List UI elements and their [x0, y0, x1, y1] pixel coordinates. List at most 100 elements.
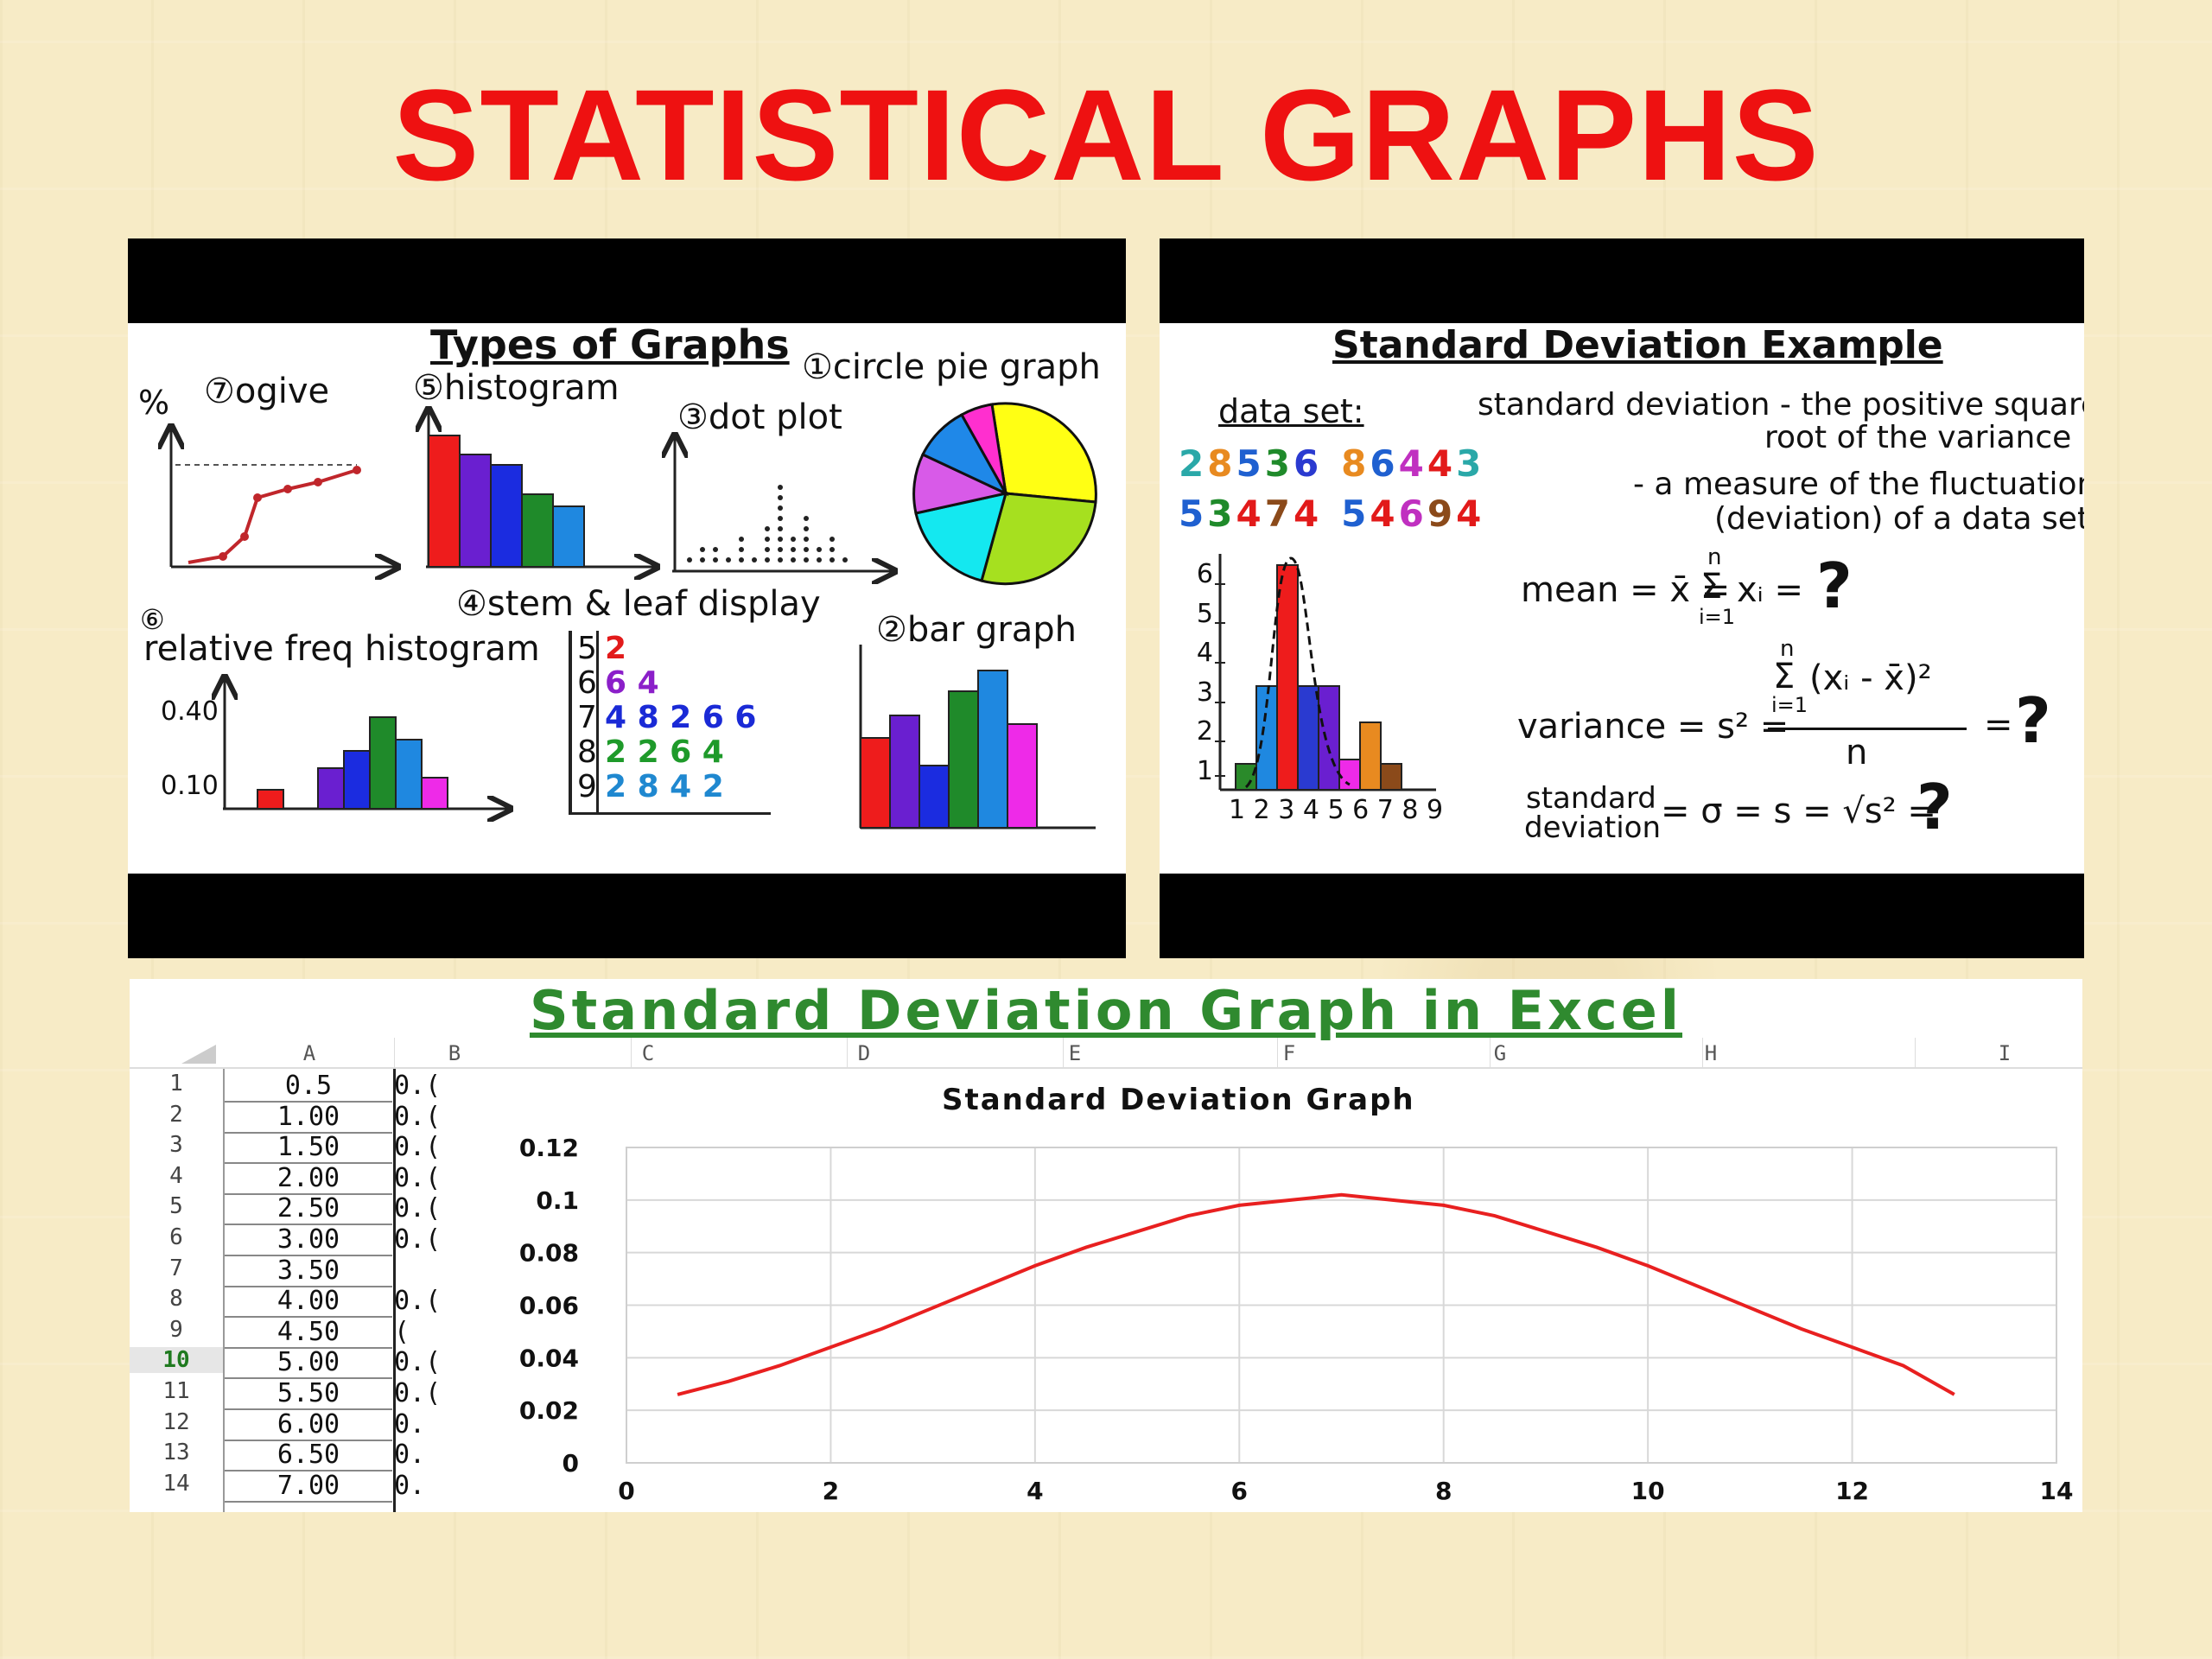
variance-denominator: n	[1846, 733, 1868, 772]
cell-b[interactable]: 0.(	[394, 1132, 442, 1163]
mean-term: xᵢ =	[1737, 570, 1804, 610]
cell-a[interactable]: 5.50	[225, 1378, 392, 1410]
cell-b[interactable]: 0.(	[394, 1162, 442, 1193]
digit: 9	[1427, 493, 1457, 535]
dot-plot-label: ③dot plot	[677, 397, 842, 437]
stem-8: 8	[577, 734, 597, 770]
excel-title: Standard Deviation Graph in Excel	[529, 979, 1683, 1042]
bar-graph	[859, 645, 1096, 830]
stem-6: 6	[577, 665, 597, 701]
circle-pie-label: ①circle pie graph	[802, 347, 1101, 387]
leaves-9: 2 8 4 2	[605, 769, 724, 804]
sd-hist-xticks: 1 2 3 4 5 6 7 8 9	[1229, 795, 1444, 825]
row-header[interactable]: 2	[169, 1101, 183, 1128]
cell-b[interactable]: 0.(	[394, 1224, 442, 1255]
variance-numerator: (xᵢ - x̄)²	[1809, 658, 1932, 698]
y-label-040: 0.40	[161, 696, 219, 727]
types-graphs-illustration	[128, 402, 1097, 830]
digit: 6	[1293, 442, 1323, 485]
y-tick-label: 0.12	[519, 1134, 579, 1162]
column-divider	[847, 1038, 848, 1067]
col-header-D[interactable]: D	[857, 1041, 871, 1065]
cell-b[interactable]: 0.(	[394, 1347, 442, 1378]
row-header[interactable]: 4	[169, 1162, 183, 1189]
row-header[interactable]: 13	[162, 1440, 190, 1466]
col-header-F[interactable]: F	[1282, 1041, 1296, 1065]
cell-b[interactable]: (	[394, 1316, 410, 1347]
cell-b[interactable]: 0.(	[394, 1193, 442, 1224]
relative-freq-histogram	[223, 679, 508, 809]
leaves-8: 2 2 6 4	[605, 734, 724, 770]
cell-a[interactable]: 2.00	[225, 1163, 392, 1195]
col-header-H[interactable]: H	[1704, 1041, 1718, 1065]
column-divider	[1702, 1038, 1703, 1067]
variance-sum-bottom: i=1	[1771, 693, 1808, 717]
digit: 6	[1370, 442, 1399, 485]
page-title: STATISTICAL GRAPHS	[392, 62, 1820, 207]
row-header[interactable]: 9	[169, 1316, 183, 1343]
col-header-I[interactable]: I	[1998, 1041, 2012, 1065]
digit: 8	[1341, 442, 1370, 485]
cell-b[interactable]: 0.(	[394, 1378, 442, 1408]
cell-a[interactable]: 2.50	[225, 1193, 392, 1226]
cell-a[interactable]: 4.00	[225, 1286, 392, 1319]
stem-7: 7	[577, 700, 597, 735]
digit: 5	[1236, 442, 1265, 485]
ytick: 5	[1196, 598, 1213, 629]
cell-a[interactable]: 4.50	[225, 1317, 392, 1349]
digit: 5	[1179, 493, 1208, 535]
variance-label: variance = s² =	[1517, 707, 1789, 747]
top-letterbox-bar	[128, 238, 1126, 323]
cell-b[interactable]: 0.	[394, 1408, 426, 1440]
column-divider	[1490, 1038, 1491, 1067]
bottom-letterbox-bar	[128, 874, 1126, 958]
digit: 3	[1456, 442, 1485, 485]
cell-a[interactable]: 6.00	[225, 1409, 392, 1441]
digit: 5	[1341, 493, 1370, 535]
cell-a[interactable]: 5.00	[225, 1347, 392, 1380]
cell-b[interactable]: 0.(	[394, 1071, 442, 1101]
row-header[interactable]: 14	[162, 1470, 190, 1497]
cell-a[interactable]: 1.50	[225, 1132, 392, 1165]
cell-b[interactable]: 0.	[394, 1470, 426, 1501]
digit: 4	[1456, 493, 1485, 535]
row-header-column	[130, 1069, 225, 1512]
row-header[interactable]: 1	[169, 1071, 183, 1096]
row-header[interactable]: 10	[130, 1347, 223, 1374]
digit: 4	[1293, 493, 1323, 535]
col-header-E[interactable]: E	[1068, 1041, 1082, 1065]
cell-a[interactable]: 0.5	[225, 1071, 392, 1103]
row-header[interactable]: 12	[162, 1408, 190, 1435]
x-tick-label: 8	[1435, 1477, 1452, 1505]
cell-b[interactable]: 0.(	[394, 1101, 442, 1132]
y-tick-label: 0.04	[519, 1344, 579, 1372]
cell-a[interactable]: 6.50	[225, 1440, 392, 1472]
y-tick-label: 0.02	[519, 1396, 579, 1425]
column-divider	[1277, 1038, 1278, 1067]
cell-a[interactable]: 1.00	[225, 1102, 392, 1134]
digit: 4	[1370, 493, 1399, 535]
column-divider	[394, 1038, 395, 1067]
y-tick-label: 0	[563, 1449, 579, 1478]
row-header[interactable]: 7	[169, 1255, 183, 1281]
cell-b[interactable]: 0.	[394, 1440, 426, 1471]
definition-line-1: standard deviation - the positive square	[1478, 387, 2084, 423]
digit: 6	[1398, 493, 1427, 535]
row-header[interactable]: 3	[169, 1132, 183, 1159]
row-header[interactable]: 6	[169, 1224, 183, 1250]
cell-a[interactable]: 3.00	[225, 1224, 392, 1256]
col-header-G[interactable]: G	[1493, 1041, 1507, 1065]
sd-expression: = σ = s = √s² =	[1661, 791, 1936, 831]
col-header-C[interactable]: C	[641, 1041, 655, 1065]
sum-bottom: i=1	[1699, 605, 1736, 629]
row-header[interactable]: 5	[169, 1193, 183, 1220]
cell-b[interactable]: 0.(	[394, 1286, 442, 1317]
select-all-corner[interactable]	[181, 1045, 216, 1064]
col-header-B[interactable]: B	[448, 1041, 461, 1065]
ogive-label: ⑦ogive	[204, 372, 330, 411]
cell-a[interactable]: 7.00	[225, 1471, 392, 1503]
cell-a[interactable]: 3.50	[225, 1255, 392, 1287]
col-header-A[interactable]: A	[302, 1041, 316, 1065]
row-header[interactable]: 11	[162, 1378, 190, 1404]
row-header[interactable]: 8	[169, 1286, 183, 1313]
